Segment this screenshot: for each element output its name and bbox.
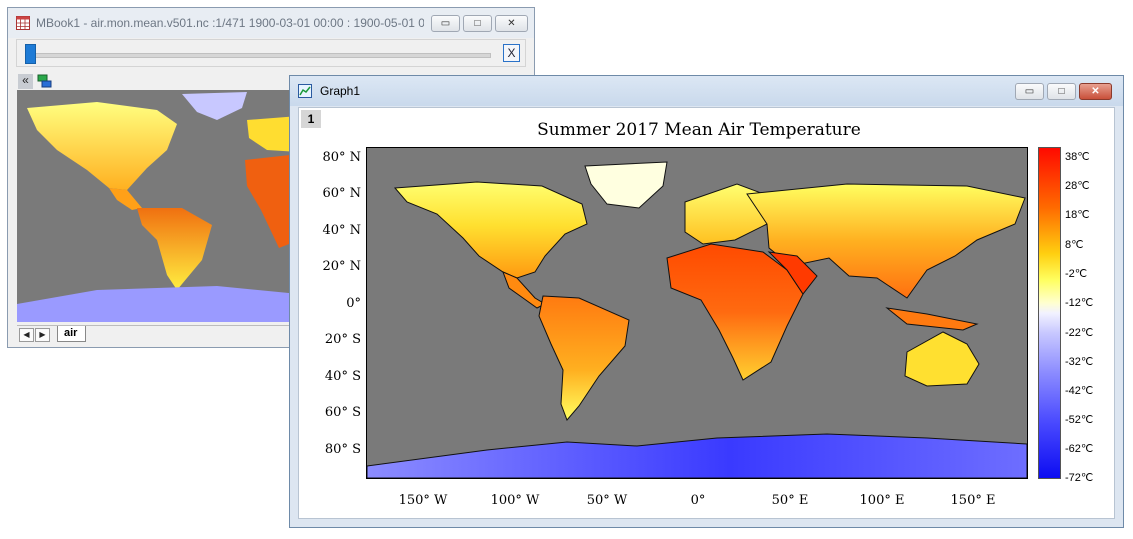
color-scale-bar[interactable] (1038, 147, 1061, 479)
y-tick-label: 40° N (322, 223, 361, 238)
x-tick-label: 50° E (771, 493, 809, 508)
y-tick-label: 60° S (324, 405, 361, 420)
y-tick-label: 60° N (322, 186, 361, 201)
colorbar-label: 38℃ (1065, 151, 1090, 163)
book-titlebar[interactable]: MBook1 - air.mon.mean.v501.nc :1/471 190… (8, 8, 534, 38)
y-tick-label: 0° (346, 296, 361, 311)
greenland-shape (182, 92, 247, 120)
colorbar-label: -52℃ (1065, 414, 1094, 426)
y-tick-label: 80° S (324, 442, 361, 457)
graph-icon (298, 84, 312, 98)
sheet-browser-icon[interactable] (37, 73, 53, 94)
south-america-shape (137, 208, 212, 290)
colorbar-label: 18℃ (1065, 209, 1090, 221)
layer-indicator[interactable]: 1 (301, 110, 321, 128)
colorbar-label: -12℃ (1065, 297, 1094, 309)
x-tick-label: 0° (690, 493, 706, 508)
x-tick-label: 150° W (398, 493, 448, 508)
colorbar-label: -42℃ (1065, 385, 1094, 397)
chart-title: Summer 2017 Mean Air Temperature (537, 120, 861, 140)
europe-edge-shape (247, 116, 299, 152)
indonesia-shape (885, 307, 979, 331)
y-tick-label: 20° N (322, 259, 361, 274)
central-america-shape (502, 271, 547, 309)
colorbar-label: -72℃ (1065, 472, 1094, 484)
graph-window[interactable]: Graph1 ▭ □ ✕ 1 Summer 2017 Mean Air Temp… (289, 75, 1124, 528)
x-tick-label: 150° E (950, 493, 996, 508)
australia-shape (904, 331, 980, 387)
graph-titlebar[interactable]: Graph1 ▭ □ ✕ (290, 76, 1123, 106)
africa-shape (666, 243, 804, 381)
y-tick-label: 80° N (322, 150, 361, 165)
x-tick-label: 50° W (586, 493, 628, 508)
book-window[interactable]: MBook1 - air.mon.mean.v501.nc :1/471 190… (7, 7, 535, 348)
colorbar-label: 28℃ (1065, 180, 1090, 192)
north-america-shape (393, 181, 588, 279)
maximize-button[interactable]: □ (1047, 83, 1076, 100)
graph-window-title: Graph1 (320, 84, 361, 98)
antarctica-shape (17, 286, 299, 322)
central-america-shape (109, 188, 142, 210)
north-america-shape (27, 102, 177, 190)
close-button[interactable]: ✕ (1079, 83, 1112, 100)
minimize-button[interactable]: ▭ (431, 15, 460, 32)
colorbar-label: -22℃ (1065, 327, 1094, 339)
colorbar-label: -62℃ (1065, 443, 1094, 455)
colorbar-label: 8℃ (1065, 239, 1084, 251)
colorbar-label: -2℃ (1065, 268, 1088, 280)
colorbar-label: -32℃ (1065, 356, 1094, 368)
tab-next-button[interactable]: ▶ (35, 328, 50, 342)
maximize-button[interactable]: □ (463, 15, 492, 32)
x-tick-label: 100° E (859, 493, 905, 508)
minimize-button[interactable]: ▭ (1015, 83, 1044, 100)
time-slider-track[interactable] (27, 53, 491, 58)
time-slider-thumb[interactable] (25, 44, 36, 64)
y-tick-label: 40° S (324, 369, 361, 384)
book-window-title: MBook1 - air.mon.mean.v501.nc :1/471 190… (36, 16, 424, 30)
time-slider-panel: X (16, 39, 526, 67)
europe-shape (684, 183, 770, 245)
x-tick-label: 100° W (490, 493, 540, 508)
close-button[interactable]: ✕ (495, 15, 528, 32)
arabia-shape (767, 251, 818, 295)
antarctica-shape (367, 433, 1027, 478)
y-tick-label: 20° S (324, 332, 361, 347)
slider-close-button[interactable]: X (503, 44, 520, 62)
tab-air[interactable]: air (57, 326, 87, 342)
greenland-shape (584, 161, 668, 209)
graph-page[interactable]: 1 Summer 2017 Mean Air Temperature (298, 107, 1115, 519)
map-plot-area[interactable] (366, 147, 1028, 479)
tab-prev-button[interactable]: ◀ (19, 328, 34, 342)
collapse-button[interactable]: « (18, 74, 33, 89)
africa-edge-shape (245, 154, 299, 248)
book-toolbar: « (16, 72, 526, 92)
south-america-shape (538, 295, 630, 421)
workbook-icon (16, 16, 30, 30)
